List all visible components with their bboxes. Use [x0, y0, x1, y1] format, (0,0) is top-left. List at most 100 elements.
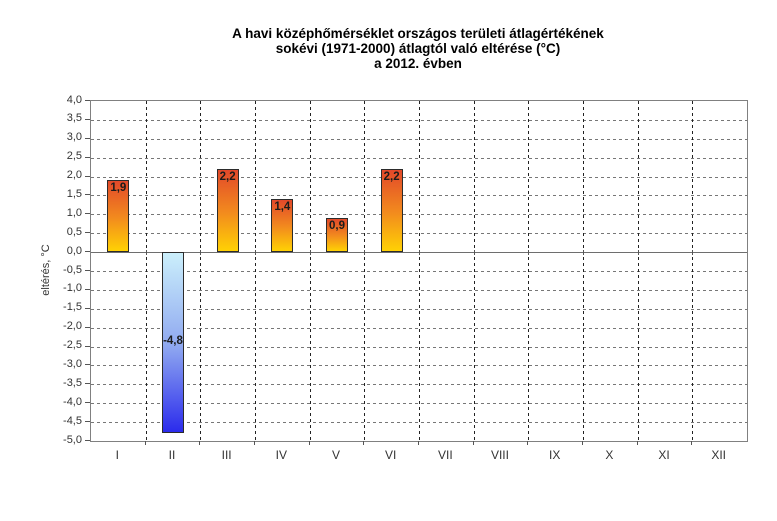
bar-I: [107, 180, 130, 253]
category-tick-mark: [527, 441, 529, 445]
y-tick-mark: [85, 326, 90, 328]
category-tick-mark: [144, 441, 146, 445]
v-gridline: [255, 101, 256, 441]
x-tick-label: V: [331, 448, 340, 462]
y-tick-mark: [85, 232, 90, 234]
bar-value-label: -4,8: [163, 334, 183, 347]
v-gridline: [473, 101, 475, 441]
bar-value-label: 2,2: [219, 171, 236, 183]
y-tick-mark: [85, 270, 90, 271]
y-tick-mark: [85, 137, 90, 139]
y-tick-label: -5,0: [63, 433, 82, 446]
category-tick-mark: [636, 441, 638, 445]
v-gridline: [200, 101, 202, 441]
y-tick-label: 0,5: [66, 225, 82, 238]
category-tick-mark: [473, 250, 475, 256]
y-tick-label: 1,0: [66, 206, 82, 219]
category-tick-mark: [637, 250, 639, 256]
category-tick-mark: [582, 441, 583, 445]
category-tick-mark: [472, 441, 474, 445]
y-tick-label: 1,5: [66, 187, 82, 200]
y-tick-mark: [85, 440, 90, 441]
bar-value-label: 2,2: [383, 171, 400, 183]
bar-value-label: 1,9: [110, 182, 127, 195]
y-tick-mark: [85, 213, 90, 215]
y-tick-mark: [85, 175, 90, 177]
bar-VI: [380, 169, 403, 253]
y-tick-mark: [85, 364, 90, 366]
chart-title-line-1: A havi középhőmérséklet országos terület…: [232, 26, 604, 41]
v-gridline: [419, 101, 420, 441]
y-tick-mark: [85, 251, 90, 253]
v-gridline: [583, 101, 584, 441]
category-tick-mark: [691, 441, 693, 445]
y-tick-label: -4,0: [63, 395, 82, 408]
v-gridline: [637, 101, 639, 441]
y-tick-mark: [85, 194, 90, 196]
y-tick-label: 3,0: [66, 131, 82, 144]
v-gridline: [309, 101, 311, 441]
category-tick-mark: [363, 441, 365, 445]
x-tick-label: VI: [384, 448, 397, 462]
y-tick-label: -2,0: [63, 320, 82, 333]
category-tick-mark: [692, 250, 694, 256]
category-tick-mark: [309, 250, 311, 256]
y-tick-label: 4,0: [66, 93, 82, 106]
y-tick-label: -1,5: [63, 301, 82, 314]
y-tick-label: -0,5: [63, 263, 82, 276]
y-tick-mark: [85, 307, 90, 309]
y-tick-mark: [85, 118, 90, 120]
category-tick-mark: [308, 441, 310, 445]
y-tick-label: -1,0: [63, 282, 82, 295]
x-tick-label: IX: [548, 448, 561, 462]
bar-V: [326, 218, 348, 253]
x-tick-label: XI: [658, 448, 670, 462]
bar-III: [216, 169, 239, 253]
y-tick-label: -2,5: [63, 339, 82, 352]
chart-title-line-3: a 2012. évben: [374, 56, 462, 71]
y-tick-label: -3,0: [63, 357, 82, 370]
category-tick-mark: [200, 250, 202, 256]
y-tick-label: 2,5: [66, 150, 82, 163]
chart-title: A havi középhőmérséklet országos terület…: [90, 26, 746, 71]
category-tick-mark: [199, 441, 201, 445]
category-tick-mark: [254, 441, 255, 445]
category-tick-mark: [364, 250, 366, 256]
v-gridline: [692, 101, 694, 441]
v-gridline: [145, 101, 147, 441]
category-tick-mark: [255, 250, 256, 256]
x-tick-label: VII: [437, 448, 453, 462]
y-tick-mark: [85, 383, 90, 385]
x-tick-label: II: [168, 448, 176, 462]
y-tick-mark: [85, 100, 90, 101]
y-tick-label: -4,5: [63, 414, 82, 427]
y-tick-label: 3,5: [66, 112, 82, 125]
category-tick-mark: [418, 441, 419, 445]
x-tick-label: I: [115, 448, 119, 462]
x-tick-label: XII: [711, 448, 726, 462]
bar-IV: [271, 199, 294, 253]
category-tick-mark: [528, 250, 530, 256]
v-gridline: [528, 101, 530, 441]
v-gridline: [364, 101, 366, 441]
category-tick-mark: [419, 250, 420, 256]
bar-value-label: 1,4: [274, 201, 291, 214]
y-tick-mark: [85, 345, 90, 347]
x-tick-label: X: [605, 448, 614, 462]
bar-value-label: 0,9: [329, 220, 345, 233]
y-tick-mark: [85, 402, 90, 404]
plot-area: 1,9 -4,8 2,2 1,4 0,9 2,2: [90, 100, 748, 442]
x-tick-label: III: [221, 448, 232, 462]
y-tick-label: -3,5: [63, 376, 82, 389]
category-tick-mark: [583, 250, 584, 256]
y-tick-label: 0,0: [66, 244, 82, 257]
y-tick-mark: [85, 156, 90, 158]
bar-II: [162, 252, 184, 434]
y-tick-mark: [85, 421, 90, 423]
y-tick-label: 2,0: [66, 169, 82, 182]
y-tick-mark: [85, 288, 90, 290]
x-tick-label: IV: [275, 448, 287, 462]
chart-title-line-2: sokévi (1971-2000) átlagtól való eltérés…: [275, 41, 561, 56]
x-tick-label: VIII: [490, 448, 509, 462]
